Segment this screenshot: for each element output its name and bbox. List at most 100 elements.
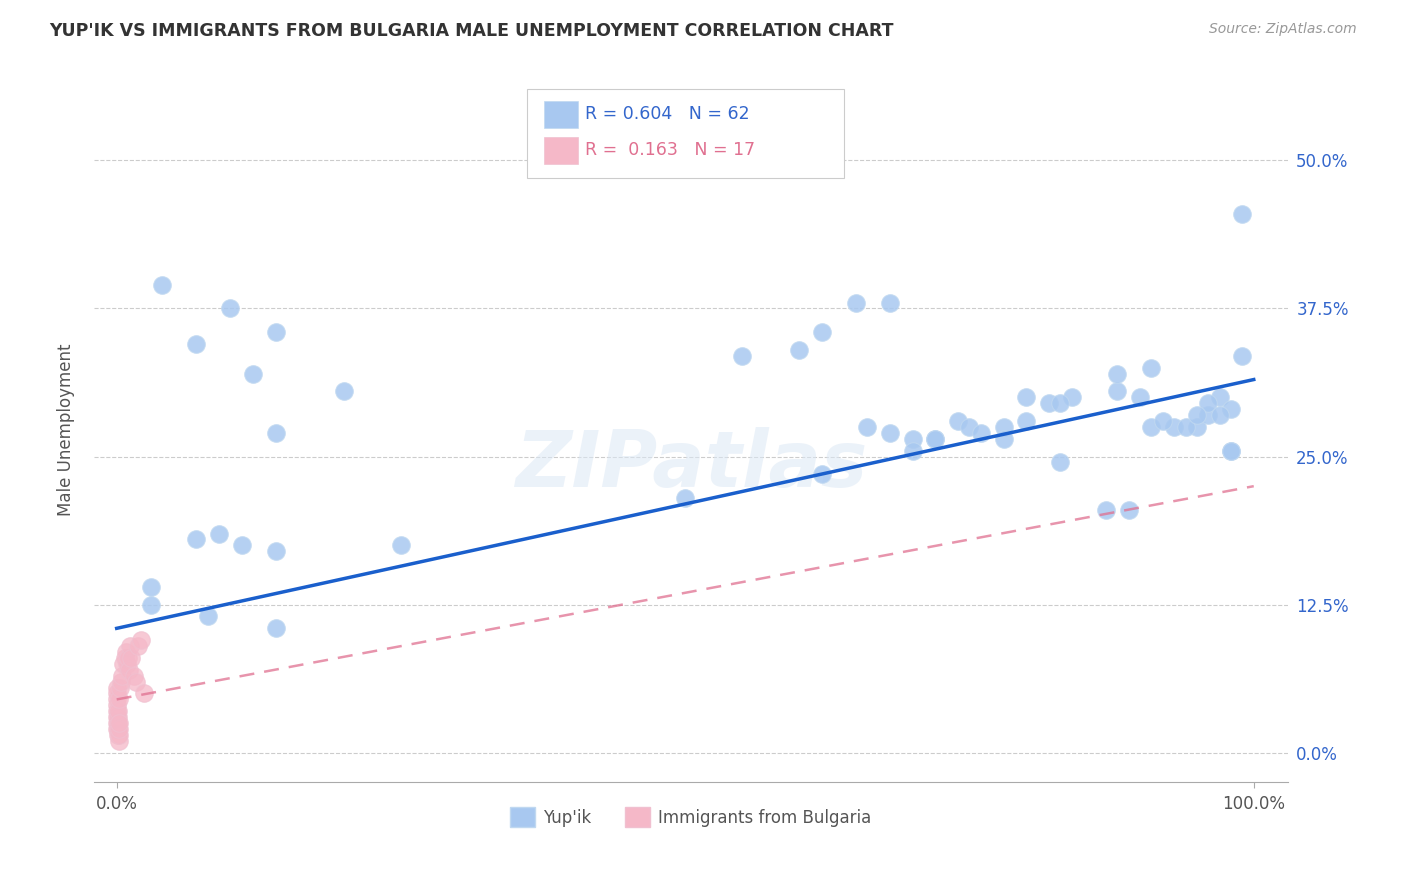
Point: [186, 533, 208, 547]
Point: [1208, 390, 1230, 404]
Legend: Yup'ik, Immigrants from Bulgaria: Yup'ik, Immigrants from Bulgaria: [503, 800, 879, 834]
Point: [108, 734, 131, 748]
Point: [186, 337, 208, 351]
Point: [122, 669, 145, 683]
Point: [115, 657, 138, 671]
Point: [120, 639, 142, 653]
Point: [879, 295, 901, 310]
Point: [264, 425, 287, 440]
Point: [197, 609, 219, 624]
Point: [1232, 349, 1254, 363]
Point: [993, 420, 1015, 434]
Point: [105, 716, 128, 731]
Y-axis label: Male Unemployment: Male Unemployment: [58, 343, 75, 516]
Point: [114, 651, 136, 665]
Point: [105, 710, 128, 724]
Point: [105, 686, 128, 700]
Point: [264, 544, 287, 558]
Point: [1049, 396, 1071, 410]
Point: [231, 538, 253, 552]
Point: [1038, 396, 1060, 410]
Point: [731, 349, 754, 363]
Point: [132, 686, 155, 700]
Point: [1095, 503, 1118, 517]
Point: [1140, 420, 1163, 434]
Point: [110, 674, 132, 689]
Point: [959, 420, 981, 434]
Point: [924, 432, 946, 446]
Point: [787, 343, 810, 357]
Point: [1140, 360, 1163, 375]
Text: Source: ZipAtlas.com: Source: ZipAtlas.com: [1209, 22, 1357, 37]
Text: R = 0.604   N = 62: R = 0.604 N = 62: [585, 105, 749, 123]
Point: [333, 384, 356, 399]
Point: [946, 414, 969, 428]
Point: [108, 722, 131, 736]
Point: [993, 432, 1015, 446]
Point: [1152, 414, 1174, 428]
Point: [1220, 443, 1243, 458]
Point: [129, 633, 152, 648]
Point: [1129, 390, 1152, 404]
Point: [105, 692, 128, 706]
Point: [673, 491, 696, 505]
Point: [107, 704, 129, 718]
Point: [108, 681, 131, 695]
Point: [901, 443, 924, 458]
Point: [107, 716, 129, 731]
Point: [150, 277, 173, 292]
Point: [856, 420, 879, 434]
Point: [111, 669, 134, 683]
Point: [208, 526, 231, 541]
Point: [1015, 414, 1038, 428]
Point: [242, 367, 264, 381]
Point: [810, 467, 832, 482]
Point: [114, 645, 136, 659]
Point: [108, 716, 131, 731]
Point: [1107, 367, 1129, 381]
Point: [117, 651, 139, 665]
Point: [1060, 390, 1083, 404]
Point: [120, 651, 142, 665]
Point: [108, 692, 131, 706]
Point: [879, 425, 901, 440]
Point: [1174, 420, 1197, 434]
Point: [105, 681, 128, 695]
Point: [219, 301, 242, 316]
Point: [112, 657, 135, 671]
Point: [1118, 503, 1140, 517]
Point: [105, 698, 128, 713]
Point: [901, 432, 924, 446]
Point: [108, 728, 131, 742]
Point: [1185, 420, 1208, 434]
Point: [1049, 455, 1071, 469]
Text: YUP'IK VS IMMIGRANTS FROM BULGARIA MALE UNEMPLOYMENT CORRELATION CHART: YUP'IK VS IMMIGRANTS FROM BULGARIA MALE …: [49, 22, 894, 40]
Point: [845, 295, 868, 310]
Point: [1107, 384, 1129, 399]
Point: [118, 663, 141, 677]
Point: [924, 432, 946, 446]
Point: [105, 722, 128, 736]
Point: [1163, 420, 1185, 434]
Point: [127, 639, 149, 653]
Point: [1197, 396, 1219, 410]
Point: [125, 674, 148, 689]
Point: [1197, 408, 1219, 422]
Point: [264, 325, 287, 339]
Point: [139, 598, 162, 612]
Text: ZIPatlas: ZIPatlas: [515, 427, 868, 503]
Point: [107, 710, 129, 724]
Point: [139, 580, 162, 594]
Point: [107, 728, 129, 742]
Point: [1232, 207, 1254, 221]
Point: [1220, 443, 1243, 458]
Point: [970, 425, 993, 440]
Point: [264, 621, 287, 635]
Point: [107, 722, 129, 736]
Point: [1015, 390, 1038, 404]
Point: [810, 325, 832, 339]
Point: [1208, 408, 1230, 422]
Point: [1185, 408, 1208, 422]
Point: [1220, 402, 1243, 417]
Text: R =  0.163   N = 17: R = 0.163 N = 17: [585, 141, 755, 159]
